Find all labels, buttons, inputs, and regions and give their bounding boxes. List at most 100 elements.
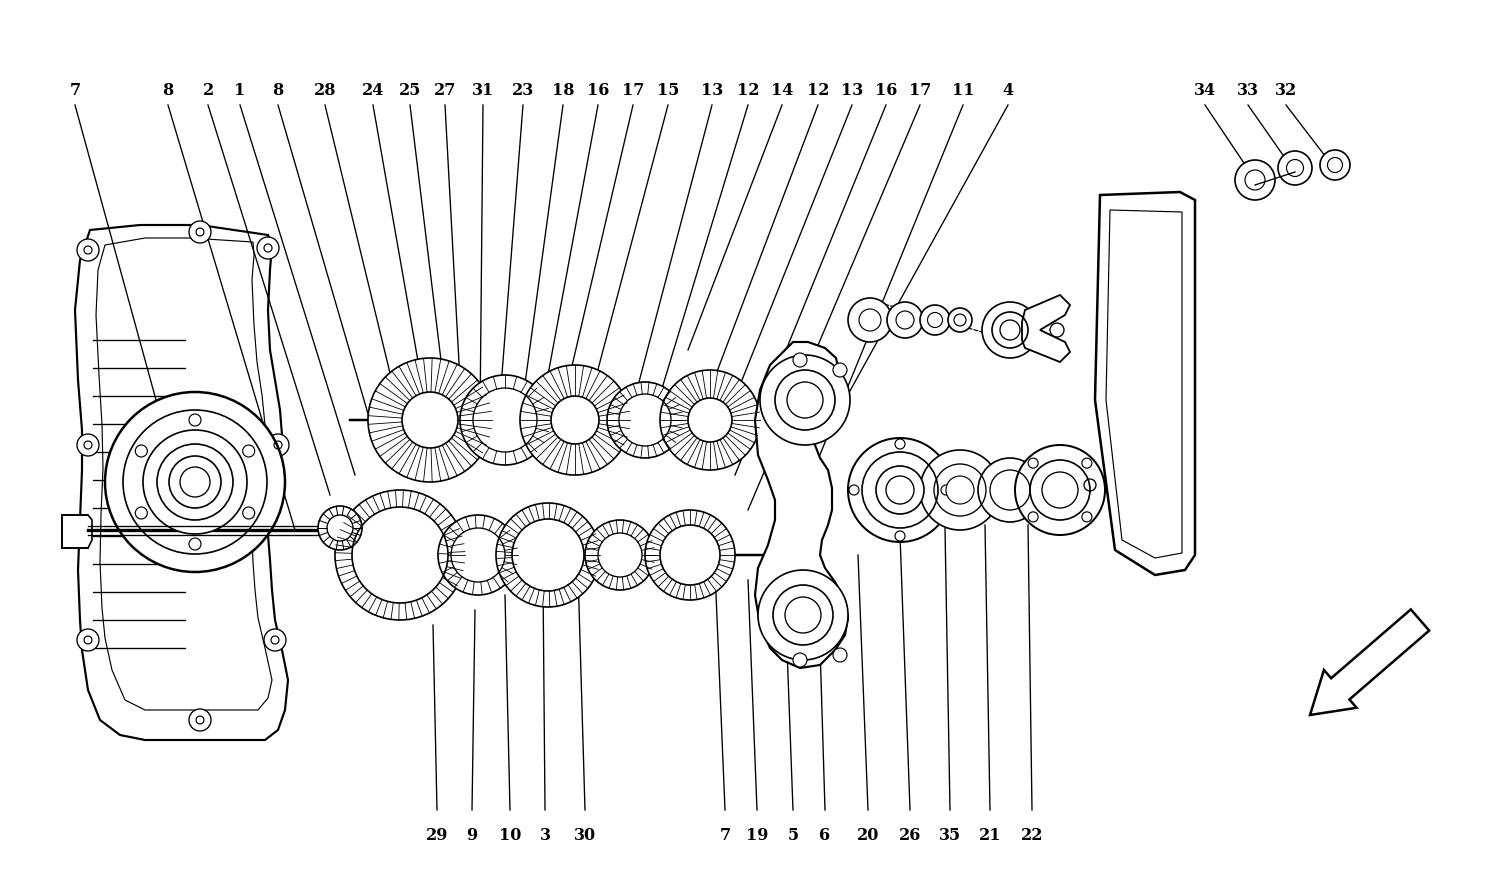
Circle shape [256, 237, 279, 259]
Text: 32: 32 [1275, 81, 1298, 99]
Circle shape [76, 434, 99, 456]
Text: 23: 23 [512, 81, 534, 99]
Circle shape [920, 305, 950, 335]
Text: 15: 15 [657, 81, 680, 99]
Circle shape [1082, 511, 1092, 522]
Circle shape [135, 445, 147, 457]
Circle shape [189, 414, 201, 426]
Circle shape [189, 538, 201, 550]
Circle shape [318, 506, 362, 550]
Circle shape [833, 363, 848, 377]
Circle shape [1234, 160, 1275, 200]
Circle shape [496, 503, 600, 607]
Text: 10: 10 [500, 827, 520, 844]
Polygon shape [1022, 295, 1070, 362]
Circle shape [368, 358, 492, 482]
Text: 16: 16 [586, 81, 609, 99]
Text: 25: 25 [399, 81, 422, 99]
Circle shape [76, 239, 99, 261]
Polygon shape [754, 342, 847, 668]
Text: 7: 7 [720, 827, 730, 844]
Circle shape [267, 434, 290, 456]
Circle shape [784, 597, 820, 633]
Text: 14: 14 [771, 81, 794, 99]
Text: 29: 29 [426, 827, 448, 844]
Text: 6: 6 [819, 827, 831, 844]
Circle shape [1016, 445, 1106, 535]
Text: 12: 12 [807, 81, 830, 99]
Text: 28: 28 [314, 81, 336, 99]
Text: 11: 11 [951, 81, 974, 99]
Circle shape [520, 365, 630, 475]
Text: 17: 17 [622, 81, 644, 99]
Circle shape [170, 456, 220, 508]
Circle shape [76, 629, 99, 651]
Polygon shape [62, 515, 92, 548]
Circle shape [794, 353, 807, 367]
Circle shape [334, 490, 465, 620]
Circle shape [1042, 472, 1078, 508]
Circle shape [760, 355, 850, 445]
Circle shape [1050, 323, 1064, 337]
Text: 22: 22 [1020, 827, 1042, 844]
Text: 5: 5 [788, 827, 798, 844]
Text: 26: 26 [898, 827, 921, 844]
Text: 33: 33 [1238, 81, 1258, 99]
Circle shape [1320, 150, 1350, 180]
FancyArrow shape [1310, 609, 1430, 715]
Text: 8: 8 [162, 81, 174, 99]
Circle shape [948, 308, 972, 332]
Circle shape [645, 510, 735, 600]
Circle shape [849, 485, 859, 495]
Circle shape [876, 466, 924, 514]
Text: 13: 13 [700, 81, 723, 99]
Circle shape [460, 375, 550, 465]
Circle shape [189, 709, 211, 731]
Circle shape [896, 531, 904, 541]
Circle shape [135, 507, 147, 519]
Circle shape [758, 570, 847, 660]
Circle shape [585, 520, 656, 590]
Polygon shape [1095, 192, 1196, 575]
Text: 24: 24 [362, 81, 384, 99]
Circle shape [660, 370, 760, 470]
Text: 12: 12 [736, 81, 759, 99]
Circle shape [1000, 320, 1020, 340]
Circle shape [886, 302, 922, 338]
Text: 7: 7 [69, 81, 81, 99]
Text: 27: 27 [433, 81, 456, 99]
Circle shape [847, 298, 892, 342]
Text: 8: 8 [273, 81, 284, 99]
Circle shape [243, 507, 255, 519]
Circle shape [142, 430, 248, 534]
Circle shape [794, 653, 807, 667]
Circle shape [833, 648, 848, 662]
Text: 35: 35 [939, 827, 962, 844]
Text: 17: 17 [909, 81, 932, 99]
Circle shape [1028, 511, 1038, 522]
Text: 30: 30 [574, 827, 596, 844]
Text: 16: 16 [874, 81, 897, 99]
Text: 19: 19 [746, 827, 768, 844]
Circle shape [438, 515, 518, 595]
Text: 3: 3 [540, 827, 550, 844]
Circle shape [1082, 458, 1092, 468]
Circle shape [940, 485, 951, 495]
Text: 2: 2 [202, 81, 213, 99]
Circle shape [1278, 151, 1312, 185]
Text: 21: 21 [978, 827, 1000, 844]
Circle shape [946, 476, 974, 504]
Text: 31: 31 [472, 81, 494, 99]
Circle shape [105, 392, 285, 572]
Circle shape [264, 629, 286, 651]
Text: 13: 13 [842, 81, 862, 99]
Text: 4: 4 [1002, 81, 1014, 99]
Circle shape [982, 302, 1038, 358]
Polygon shape [75, 225, 288, 740]
Text: 20: 20 [856, 827, 879, 844]
Circle shape [788, 382, 824, 418]
Circle shape [896, 439, 904, 449]
Text: 1: 1 [234, 81, 246, 99]
Text: 18: 18 [552, 81, 574, 99]
Circle shape [189, 221, 211, 243]
